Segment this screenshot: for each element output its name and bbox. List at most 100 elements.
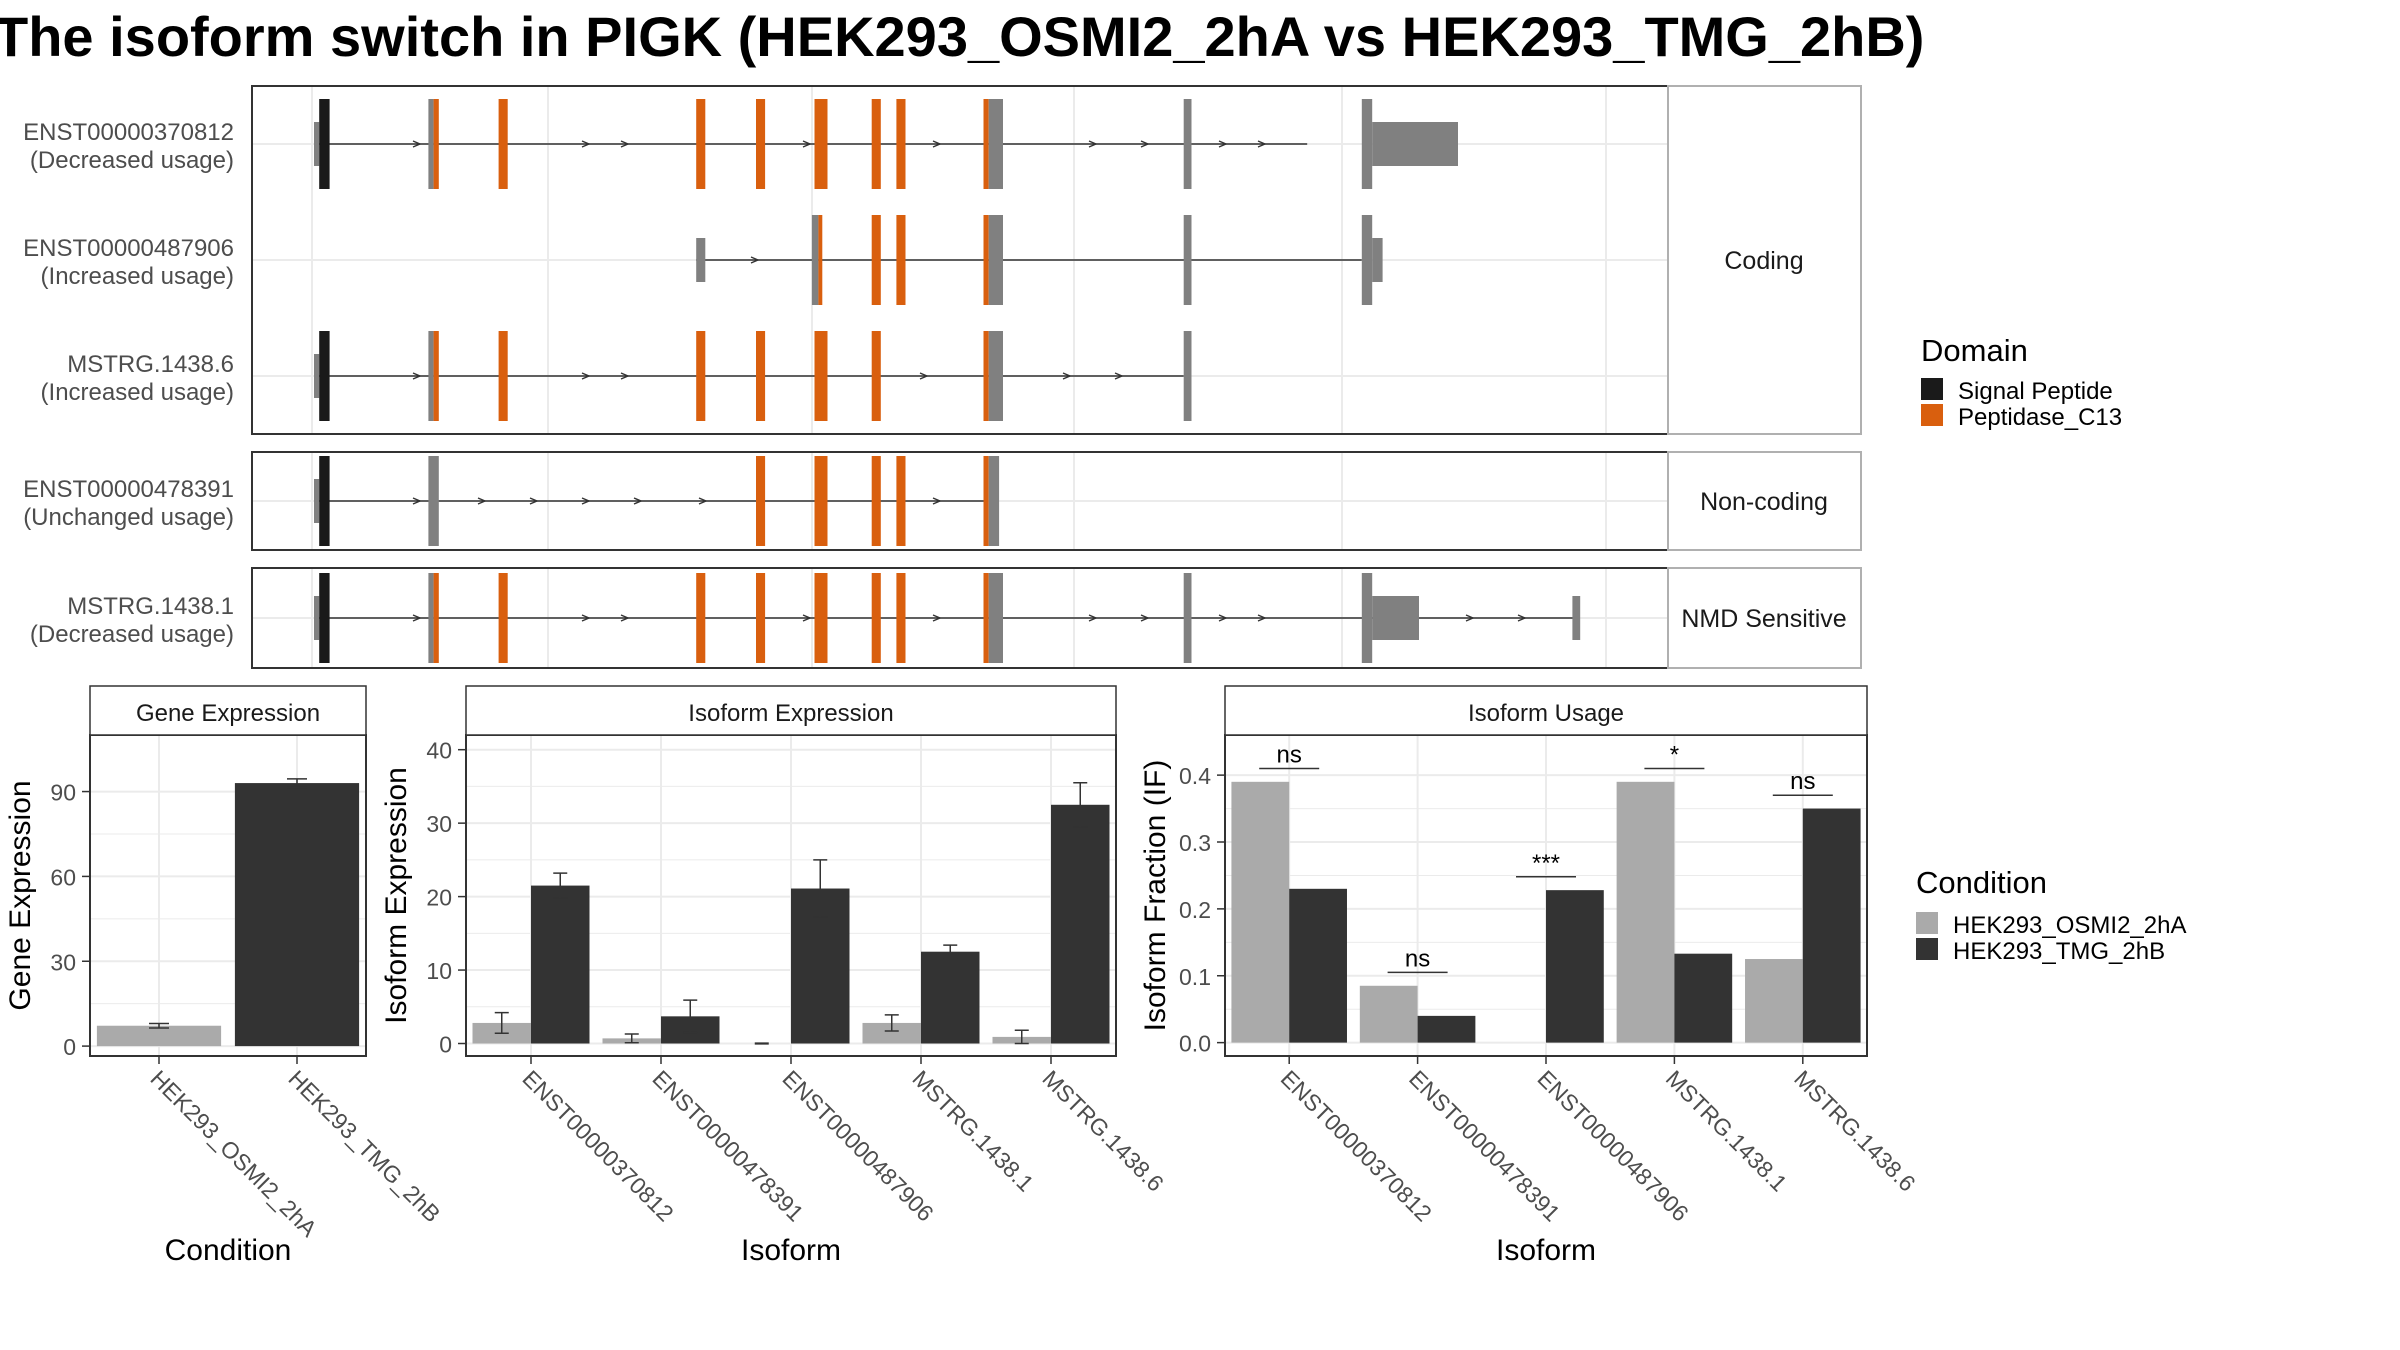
- isoform-label: MSTRG.1438.1: [67, 593, 234, 620]
- error-bar: [813, 859, 828, 918]
- isoform-label: ENST00000487906: [23, 235, 234, 262]
- exon-peptidase: [871, 573, 881, 663]
- y-tick-label: 30: [50, 949, 76, 975]
- exon-exon: [1183, 99, 1192, 189]
- bar: [1231, 781, 1290, 1043]
- strand-arrow: [932, 497, 942, 505]
- exon-peptidase: [983, 331, 989, 421]
- exon-exon: [1572, 596, 1581, 640]
- exon-peptidase: [756, 456, 766, 546]
- strand-arrow: [1218, 614, 1228, 622]
- isoform-label: ENST00000370812: [23, 119, 234, 146]
- y-tick-label: 0.4: [1179, 763, 1211, 789]
- exon-signal: [319, 573, 330, 663]
- exon-exon: [1372, 122, 1458, 166]
- legend-swatch-signal-peptide: [1921, 378, 1943, 400]
- x-axis-title: Isoform: [1496, 1234, 1596, 1267]
- y-tick-label: 0.0: [1179, 1031, 1211, 1057]
- panel-strip: [89, 685, 367, 736]
- panel-title: Isoform Expression: [688, 700, 893, 727]
- y-tick-label: 0: [439, 1032, 452, 1058]
- bar: [1745, 959, 1803, 1043]
- exon-exon: [1372, 596, 1419, 640]
- exon-exon: [988, 215, 1003, 305]
- domain-legend-title: Domain: [1921, 333, 2028, 368]
- strand-arrow: [1465, 614, 1475, 622]
- facet-label: Coding: [1724, 247, 1803, 275]
- exon-peptidase: [498, 573, 508, 663]
- exon-exon: [314, 479, 320, 523]
- strand-arrow: [919, 372, 929, 380]
- exon-peptidase: [433, 99, 439, 189]
- error-bar: [287, 778, 307, 789]
- exon-exon: [428, 573, 434, 663]
- strand-arrow: [412, 497, 422, 505]
- exon-exon: [1361, 215, 1373, 305]
- exon-exon: [428, 456, 439, 546]
- bar: [96, 1025, 222, 1047]
- exon-peptidase: [983, 99, 989, 189]
- exon-peptidase: [983, 215, 989, 305]
- y-tick-label: 0.1: [1179, 964, 1211, 990]
- x-axis-title: Isoform: [741, 1234, 841, 1267]
- bar: [1802, 808, 1861, 1043]
- y-tick-label: 90: [50, 780, 76, 806]
- exon-peptidase: [814, 573, 828, 663]
- domain-legend: Domain Signal Peptide Peptidase_C13: [1921, 333, 2122, 431]
- legend-swatch-peptidase: [1921, 404, 1943, 426]
- exon-peptidase: [896, 573, 906, 663]
- y-axis-title: Isoform Expression: [380, 767, 413, 1024]
- x-tick-label: MSTRG.1438.1: [907, 1065, 1038, 1196]
- bar: [1616, 781, 1675, 1043]
- chart-title: The isoform switch in PIGK (HEK293_OSMI2…: [0, 5, 1924, 68]
- exon-peptidase: [498, 331, 508, 421]
- exon-signal: [319, 331, 330, 421]
- strand-arrow: [1257, 140, 1267, 148]
- bar: [531, 885, 590, 1044]
- exon-exon: [988, 456, 1000, 546]
- exon-peptidase: [871, 331, 881, 421]
- exon-exon: [811, 215, 819, 305]
- isoform-usage-label: (Unchanged usage): [23, 504, 234, 531]
- facet-strip: [1667, 451, 1862, 551]
- strand-arrow: [581, 497, 591, 505]
- strand-arrow: [581, 372, 591, 380]
- y-tick-label: 60: [50, 864, 76, 890]
- exon-peptidase: [696, 573, 706, 663]
- strand-arrow: [1088, 614, 1098, 622]
- x-tick-label: MSTRG.1438.6: [1037, 1065, 1168, 1196]
- y-tick-label: 40: [426, 738, 452, 764]
- strand-arrow: [581, 140, 591, 148]
- bar: [1359, 985, 1418, 1043]
- facet-label: Non-coding: [1700, 488, 1828, 516]
- strand-arrow: [1257, 614, 1267, 622]
- strand-arrow: [1517, 614, 1527, 622]
- exon-exon: [988, 331, 1003, 421]
- x-axis-title: Condition: [165, 1234, 292, 1267]
- condition-legend-title: Condition: [1916, 865, 2047, 900]
- exon-peptidase: [983, 456, 989, 546]
- error-bar: [624, 1033, 639, 1044]
- strand-arrow: [620, 140, 630, 148]
- isoform-structure-panel: ENST00000370812(Decreased usage)ENST0000…: [23, 85, 1862, 669]
- error-bar: [1073, 781, 1088, 828]
- exon-peptidase: [433, 573, 439, 663]
- strand-arrow: [932, 614, 942, 622]
- exon-exon: [1183, 331, 1192, 421]
- strand-arrow: [1088, 140, 1098, 148]
- error-bar: [1014, 1029, 1029, 1045]
- bar: [862, 1022, 921, 1044]
- panel-title: Isoform Usage: [1468, 700, 1624, 727]
- legend-label-signal-peptide: Signal Peptide: [1958, 378, 2113, 405]
- exon-peptidase: [896, 99, 906, 189]
- bar: [1289, 888, 1347, 1043]
- significance-label: ns: [1790, 768, 1815, 795]
- exon-peptidase: [871, 456, 881, 546]
- exon-peptidase: [871, 99, 881, 189]
- exon-peptidase: [983, 573, 989, 663]
- exon-exon: [314, 596, 320, 640]
- y-tick-label: 0.2: [1179, 897, 1211, 923]
- exon-exon: [1372, 238, 1383, 282]
- strand-arrow: [1114, 372, 1124, 380]
- exon-exon: [988, 99, 1003, 189]
